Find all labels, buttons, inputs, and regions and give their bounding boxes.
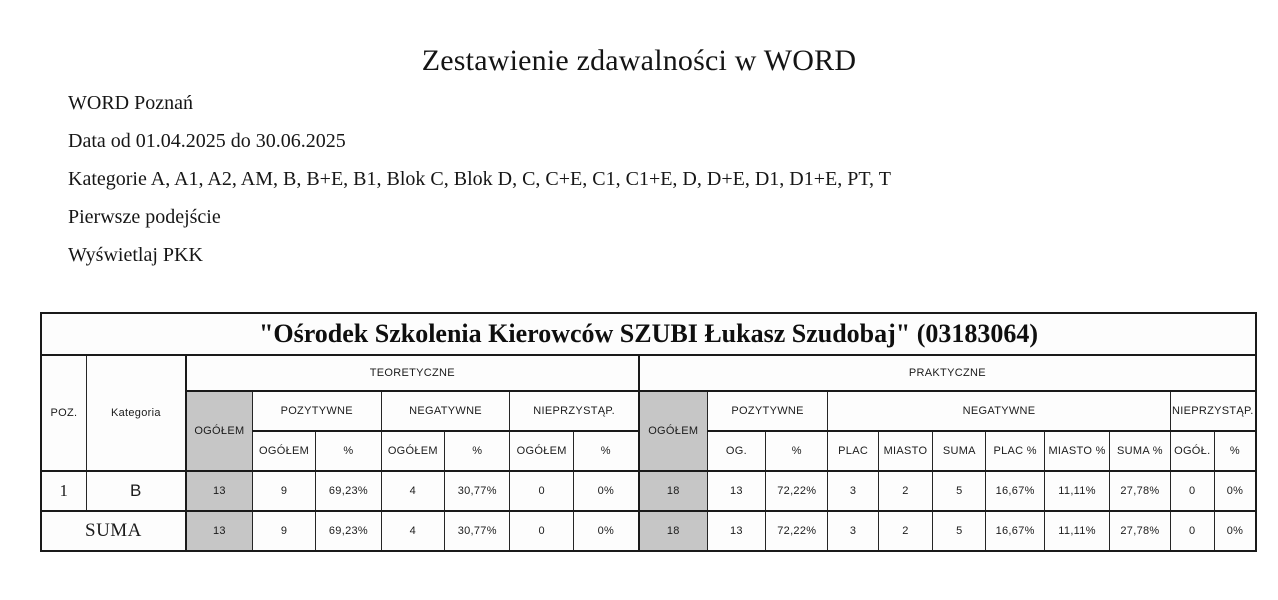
header-poz: POZ. [40, 354, 87, 472]
report-meta-block: WORD Poznań Data od 01.04.2025 do 30.06.… [68, 84, 1168, 274]
cell-prak-neg-miasto-pct: 11,11% [1043, 470, 1111, 512]
header-prak-ogolem: OGÓŁEM [638, 390, 708, 472]
table-row-school-header: "Ośrodek Szkolenia Kierowców SZUBI Łukas… [40, 312, 1257, 356]
cell-poz: 1 [40, 470, 87, 512]
header-teor-negatywne: NEGATYWNE [380, 390, 511, 432]
meta-line-pkk: Wyświetlaj PKK [68, 244, 203, 266]
header-teor-poz-pct: % [315, 430, 382, 472]
summary-teor-poz-pct: 69,23% [315, 510, 382, 552]
header-teor-neg-pct: % [444, 430, 511, 472]
cell-prak-neg-miasto: 2 [877, 470, 934, 512]
header-prak-neg-miasto: MIASTO [877, 430, 934, 472]
summary-prak-neg-miasto-pct: 11,11% [1043, 510, 1111, 552]
school-name-cell: "Ośrodek Szkolenia Kierowców SZUBI Łukas… [40, 312, 1257, 356]
header-prak-neg-plac: PLAC [827, 430, 879, 472]
header-teor-nie-ogolem: OGÓŁEM [509, 430, 574, 472]
cell-teor-nie-ogolem: 0 [509, 470, 574, 512]
header-group-teoretyczne: TEORETYCZNE [185, 354, 640, 392]
summary-prak-neg-plac-pct: 16,67% [985, 510, 1045, 552]
cell-prak-neg-suma-pct: 27,78% [1109, 470, 1171, 512]
page-title: Zestawienie zdawalności w WORD [421, 44, 857, 77]
header-prak-poz-pct: % [765, 430, 829, 472]
table-row-leaf-headers: OGÓŁEM % OGÓŁEM % OGÓŁEM % OG. % PLAC MI… [41, 430, 1257, 472]
meta-line-daterange: Data od 01.04.2025 do 30.06.2025 [68, 130, 346, 152]
cell-prak-neg-plac-pct: 16,67% [985, 470, 1045, 512]
header-prak-neg-plac-pct: PLAC % [985, 430, 1045, 472]
header-prak-poz-og: OG. [706, 430, 767, 472]
cell-teor-poz-pct: 69,23% [315, 470, 382, 512]
meta-line-categories: Kategorie A, A1, A2, AM, B, B+E, B1, Blo… [68, 168, 891, 190]
header-prak-nie-pct: % [1213, 430, 1257, 472]
cell-prak-poz-pct: 72,22% [765, 470, 829, 512]
meta-line-attempt: Pierwsze podejście [68, 206, 221, 228]
summary-prak-neg-miasto: 2 [877, 510, 934, 552]
header-group-praktyczne: PRAKTYCZNE [638, 354, 1257, 392]
cell-teor-nie-pct: 0% [572, 470, 640, 512]
cell-teor-neg-ogolem: 4 [380, 470, 446, 512]
summary-prak-nie-ogol: 0 [1169, 510, 1215, 552]
cell-kategoria: B [85, 470, 187, 512]
cell-prak-poz-og: 13 [706, 470, 767, 512]
header-teor-nie-pct: % [572, 430, 640, 472]
header-prak-neg-suma: SUMA [932, 430, 987, 472]
cell-teor-poz-ogolem: 9 [251, 470, 317, 512]
cell-prak-nie-pct: 0% [1213, 470, 1257, 512]
meta-line-office: WORD Poznań [68, 92, 193, 114]
summary-teor-nie-ogolem: 0 [509, 510, 574, 552]
header-teor-ogolem: OGÓŁEM [185, 390, 253, 472]
summary-prak-neg-plac: 3 [827, 510, 879, 552]
summary-prak-neg-suma-pct: 27,78% [1109, 510, 1171, 552]
table-row: 1 B 13 9 69,23% 4 30,77% 0 0% 18 13 72,2… [40, 470, 1257, 512]
header-prak-nieprzystap: NIEPRZYSTĄP. [1169, 390, 1257, 432]
header-prak-neg-suma-pct: SUMA % [1109, 430, 1171, 472]
header-prak-pozytywne: POZYTYWNE [706, 390, 829, 432]
summary-teor-ogolem: 13 [185, 510, 253, 552]
summary-teor-nie-pct: 0% [572, 510, 640, 552]
header-prak-neg-miasto-pct: MIASTO % [1043, 430, 1111, 472]
header-teor-poz-ogolem: OGÓŁEM [251, 430, 317, 472]
summary-label: SUMA [40, 510, 187, 552]
cell-teor-neg-pct: 30,77% [444, 470, 511, 512]
header-kategoria: Kategoria [85, 354, 187, 472]
summary-teor-neg-pct: 30,77% [444, 510, 511, 552]
cell-prak-neg-plac: 3 [827, 470, 879, 512]
summary-prak-poz-og: 13 [706, 510, 767, 552]
header-teor-nieprzystap: NIEPRZYSTĄP. [509, 390, 640, 432]
header-teor-pozytywne: POZYTYWNE [251, 390, 382, 432]
summary-prak-poz-pct: 72,22% [765, 510, 829, 552]
summary-prak-ogolem: 18 [638, 510, 708, 552]
table-row-sub-headers: OGÓŁEM POZYTYWNE NEGATYWNE NIEPRZYSTĄP. … [41, 390, 1257, 472]
cell-teor-ogolem: 13 [185, 470, 253, 512]
summary-teor-neg-ogolem: 4 [380, 510, 446, 552]
header-prak-negatywne: NEGATYWNE [827, 390, 1171, 432]
header-prak-nie-ogol: OGÓŁ. [1169, 430, 1215, 472]
summary-teor-poz-ogolem: 9 [251, 510, 317, 552]
results-table-wrapper: "Ośrodek Szkolenia Kierowców SZUBI Łukas… [40, 312, 1257, 552]
header-teor-neg-ogolem: OGÓŁEM [380, 430, 446, 472]
table-row-group-headers: POZ. Kategoria TEORETYCZNE PRAKTYCZNE [40, 354, 1257, 472]
results-table: "Ośrodek Szkolenia Kierowców SZUBI Łukas… [40, 312, 1257, 552]
cell-prak-neg-suma: 5 [932, 470, 987, 512]
summary-prak-neg-suma: 5 [932, 510, 987, 552]
summary-prak-nie-pct: 0% [1213, 510, 1257, 552]
table-row-summary: SUMA 13 9 69,23% 4 30,77% 0 0% 18 13 72,… [40, 510, 1257, 552]
cell-prak-ogolem: 18 [638, 470, 708, 512]
cell-prak-nie-ogol: 0 [1169, 470, 1215, 512]
